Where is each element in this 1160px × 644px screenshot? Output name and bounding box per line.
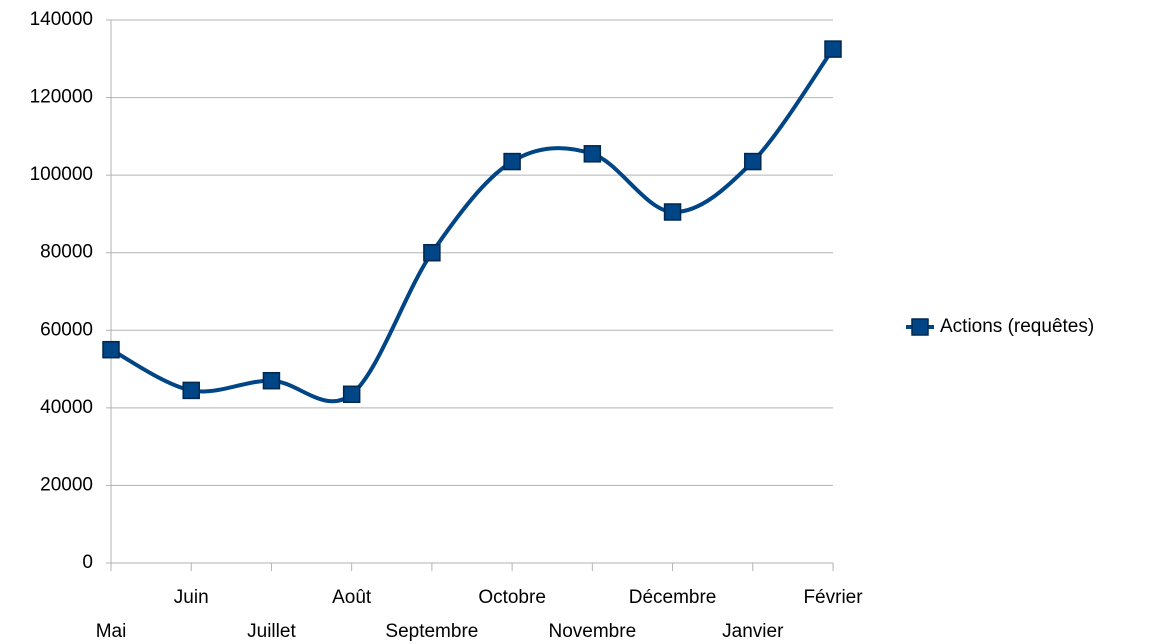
- y-tick-label: 140000: [30, 9, 93, 30]
- point-marker: [503, 152, 521, 171]
- x-tick-label: Juin: [174, 587, 209, 608]
- x-tick-label: Octobre: [478, 587, 546, 608]
- point-marker: [182, 381, 200, 400]
- x-tick-label: Août: [332, 587, 372, 608]
- point-marker: [583, 145, 602, 163]
- series-line: [110, 47, 835, 404]
- point-marker: [423, 243, 441, 262]
- point-marker: [663, 203, 682, 221]
- y-tick-label: 80000: [40, 242, 93, 263]
- x-tick-label: Janvier: [722, 621, 784, 642]
- point-marker: [342, 385, 361, 404]
- point-marker: [262, 371, 281, 390]
- point-marker: [102, 340, 120, 359]
- y-tick-label: 60000: [40, 319, 93, 340]
- y-tick-label: 40000: [40, 397, 93, 418]
- y-tick-label: 20000: [40, 474, 93, 495]
- y-tick-label: 100000: [30, 164, 93, 185]
- y-tick-label: 120000: [30, 87, 93, 108]
- y-tick-label: 0: [82, 552, 93, 573]
- x-tick-label: Février: [803, 587, 863, 608]
- legend-marker: [911, 318, 929, 336]
- legend-label: Actions (requêtes): [940, 316, 1094, 337]
- x-tick-label: Novembre: [549, 621, 637, 642]
- x-tick-label: Décembre: [629, 587, 717, 608]
- x-tick-label: Mai: [96, 621, 127, 642]
- point-marker: [744, 152, 762, 171]
- x-tick-label: Juillet: [247, 621, 296, 642]
- x-tick-label: Septembre: [385, 621, 478, 642]
- point-marker: [824, 40, 842, 58]
